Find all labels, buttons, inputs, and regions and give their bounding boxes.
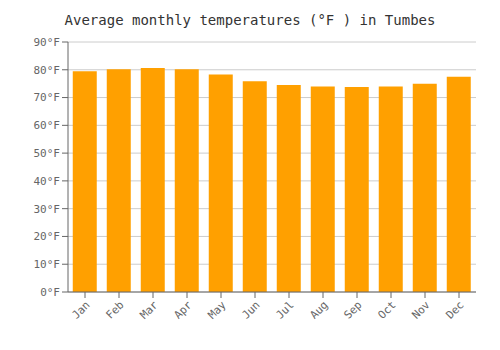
svg-text:Sep: Sep xyxy=(341,298,364,321)
svg-text:Jan: Jan xyxy=(69,298,92,321)
svg-text:Dec: Dec xyxy=(443,298,466,321)
svg-text:70°F: 70°F xyxy=(34,91,61,104)
svg-text:80°F: 80°F xyxy=(34,64,61,77)
svg-text:Nov: Nov xyxy=(409,298,433,322)
svg-text:0°F: 0°F xyxy=(40,286,60,299)
svg-text:20°F: 20°F xyxy=(34,230,61,243)
svg-text:50°F: 50°F xyxy=(34,147,61,160)
svg-text:Mar: Mar xyxy=(137,298,161,322)
svg-text:Aug: Aug xyxy=(307,298,330,321)
svg-text:Jun: Jun xyxy=(239,298,262,321)
svg-text:Oct: Oct xyxy=(375,298,398,321)
svg-text:Feb: Feb xyxy=(103,298,126,321)
svg-text:40°F: 40°F xyxy=(34,175,61,188)
svg-text:Jul: Jul xyxy=(273,298,296,321)
svg-text:60°F: 60°F xyxy=(34,119,61,132)
svg-text:30°F: 30°F xyxy=(34,203,61,216)
svg-text:10°F: 10°F xyxy=(34,258,61,271)
svg-text:90°F: 90°F xyxy=(34,36,61,49)
svg-text:May: May xyxy=(205,298,229,322)
svg-text:Apr: Apr xyxy=(171,298,195,322)
html-text:Average monthly temperatures (: Average monthly temperatures (°F ) in Tu… xyxy=(64,12,436,28)
